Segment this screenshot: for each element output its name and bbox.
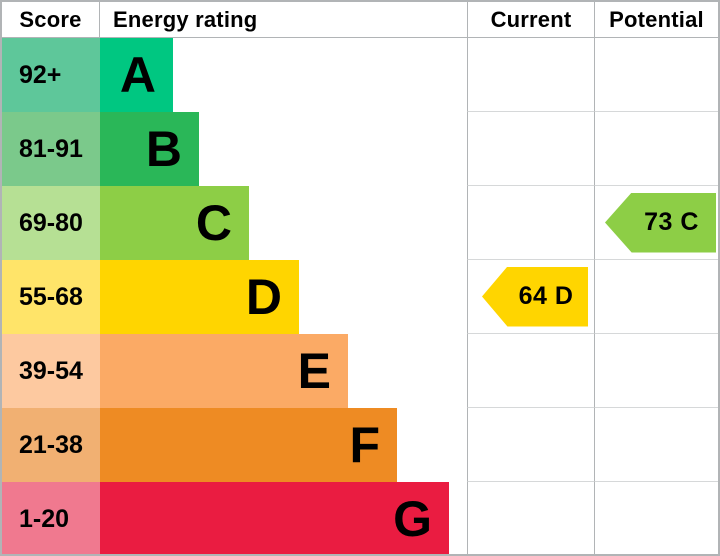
current-cell	[467, 482, 594, 554]
rating-bar-b: B	[100, 112, 199, 186]
header-row: Score Energy rating Current Potential	[2, 2, 718, 38]
band-row-b: 81-91 B	[2, 112, 718, 186]
score-cell-d: 55-68	[2, 260, 100, 334]
current-rating-arrow: 64 D	[482, 266, 588, 327]
bar-cell-d: D	[100, 260, 467, 334]
score-cell-a: 92+	[2, 38, 100, 112]
score-cell-c: 69-80	[2, 186, 100, 260]
rating-bar-d: D	[100, 260, 299, 334]
header-score: Score	[2, 2, 100, 37]
header-current: Current	[467, 2, 594, 37]
potential-cell	[594, 38, 718, 112]
rating-bar-e: E	[100, 334, 348, 408]
header-energy-rating: Energy rating	[113, 6, 258, 32]
potential-cell	[594, 334, 718, 408]
bar-cell-c: C	[100, 186, 467, 260]
band-row-g: 1-20 G	[2, 482, 718, 554]
score-cell-f: 21-38	[2, 408, 100, 482]
potential-cell	[594, 260, 718, 334]
potential-cell	[594, 408, 718, 482]
band-row-f: 21-38 F	[2, 408, 718, 482]
potential-cell: 73 C	[594, 186, 718, 260]
band-row-e: 39-54 E	[2, 334, 718, 408]
band-row-a: 92+ A	[2, 38, 718, 112]
potential-cell	[594, 482, 718, 554]
rating-bar-f: F	[100, 408, 397, 482]
bar-cell-f: F	[100, 408, 467, 482]
current-cell	[467, 408, 594, 482]
band-row-d: 55-68 D 64 D	[2, 260, 718, 334]
score-cell-g: 1-20	[2, 482, 100, 554]
band-row-c: 69-80 C 73 C	[2, 186, 718, 260]
score-cell-e: 39-54	[2, 334, 100, 408]
score-cell-b: 81-91	[2, 112, 100, 186]
current-cell	[467, 334, 594, 408]
bar-cell-g: G	[100, 482, 467, 554]
header-potential: Potential	[594, 2, 718, 37]
rating-bar-g: G	[100, 482, 449, 554]
potential-rating-arrow: 73 C	[605, 192, 716, 253]
rating-bar-a: A	[100, 38, 173, 112]
current-cell: 64 D	[467, 260, 594, 334]
current-cell	[467, 38, 594, 112]
bar-cell-a: A	[100, 38, 467, 112]
bar-cell-b: B	[100, 112, 467, 186]
current-cell	[467, 112, 594, 186]
rating-bar-c: C	[100, 186, 249, 260]
bar-cell-e: E	[100, 334, 467, 408]
current-cell	[467, 186, 594, 260]
potential-cell	[594, 112, 718, 186]
